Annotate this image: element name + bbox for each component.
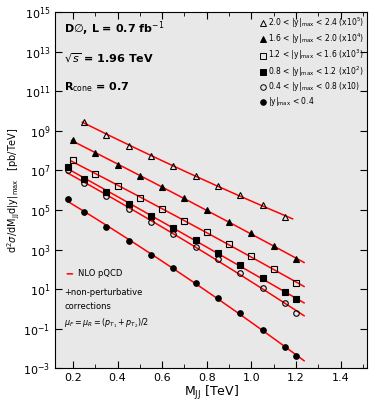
Text: $\sqrt{s}$ = 1.96 TeV: $\sqrt{s}$ = 1.96 TeV [65,51,154,64]
Legend: 2.0 < |y|$_{\rm max}$ < 2.4 (x10$^5$), 1.6 < |y|$_{\rm max}$ < 2.0 (x10$^4$), 1.: 2.0 < |y|$_{\rm max}$ < 2.4 (x10$^5$), 1… [259,14,365,109]
Y-axis label: d$^2\sigma$/dM$_{\rm JJ}$d|y|$_{\rm max}$   [pb/TeV]: d$^2\sigma$/dM$_{\rm JJ}$d|y|$_{\rm max}… [6,127,22,253]
Text: D$\emptyset$, L = 0.7 fb$^{-1}$: D$\emptyset$, L = 0.7 fb$^{-1}$ [65,19,165,38]
Text: +non-perturbative: +non-perturbative [65,288,143,297]
X-axis label: M$_{\rm JJ}$ [TeV]: M$_{\rm JJ}$ [TeV] [184,384,239,402]
Text: $\mu_F = \mu_R = (p_{T_1} + p_{T_2})/2$: $\mu_F = \mu_R = (p_{T_1} + p_{T_2})/2$ [65,317,150,330]
Text: R$_{\rm cone}$ = 0.7: R$_{\rm cone}$ = 0.7 [65,80,130,93]
Text: corrections: corrections [65,302,111,311]
Text: NLO pQCD: NLO pQCD [78,269,123,278]
